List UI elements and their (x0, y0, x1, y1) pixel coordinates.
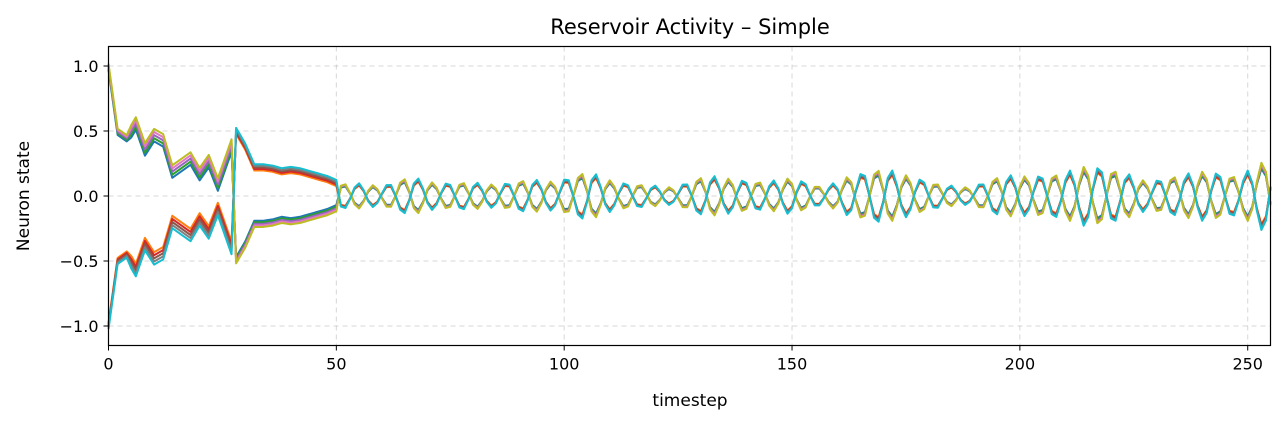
x-tick-label: 0 (103, 355, 113, 374)
x-tick-label: 250 (1232, 355, 1263, 374)
x-tick-label: 150 (777, 355, 808, 374)
series-line (107, 130, 1272, 327)
series-line (107, 133, 1272, 324)
y-axis-label: Neuron state (14, 141, 34, 251)
x-tick-label: 200 (1005, 355, 1036, 374)
y-tick-label: 0.0 (73, 187, 98, 206)
chart-title: Reservoir Activity – Simple (550, 15, 830, 39)
x-tick-label: 50 (326, 355, 346, 374)
series-line (107, 65, 1272, 263)
x-axis-ticks: 0 50 100 150 200 250 (103, 345, 1263, 374)
grid-lines (108, 46, 1271, 346)
series-line (107, 128, 1272, 328)
series-lines (107, 63, 1272, 330)
y-tick-label: −0.5 (60, 252, 99, 271)
y-tick-label: 0.5 (73, 122, 98, 141)
series-line (107, 66, 1272, 262)
y-axis-ticks: 1.0 0.5 0.0 −0.5 −1.0 (60, 57, 109, 336)
series-line (107, 69, 1272, 259)
series-line (107, 131, 1272, 325)
series-line (107, 68, 1272, 260)
series-line (107, 126, 1272, 330)
y-tick-label: 1.0 (73, 57, 98, 76)
series-line (107, 63, 1272, 265)
x-tick-label: 100 (549, 355, 580, 374)
x-axis-label: timestep (652, 391, 727, 411)
y-tick-label: −1.0 (60, 317, 99, 336)
